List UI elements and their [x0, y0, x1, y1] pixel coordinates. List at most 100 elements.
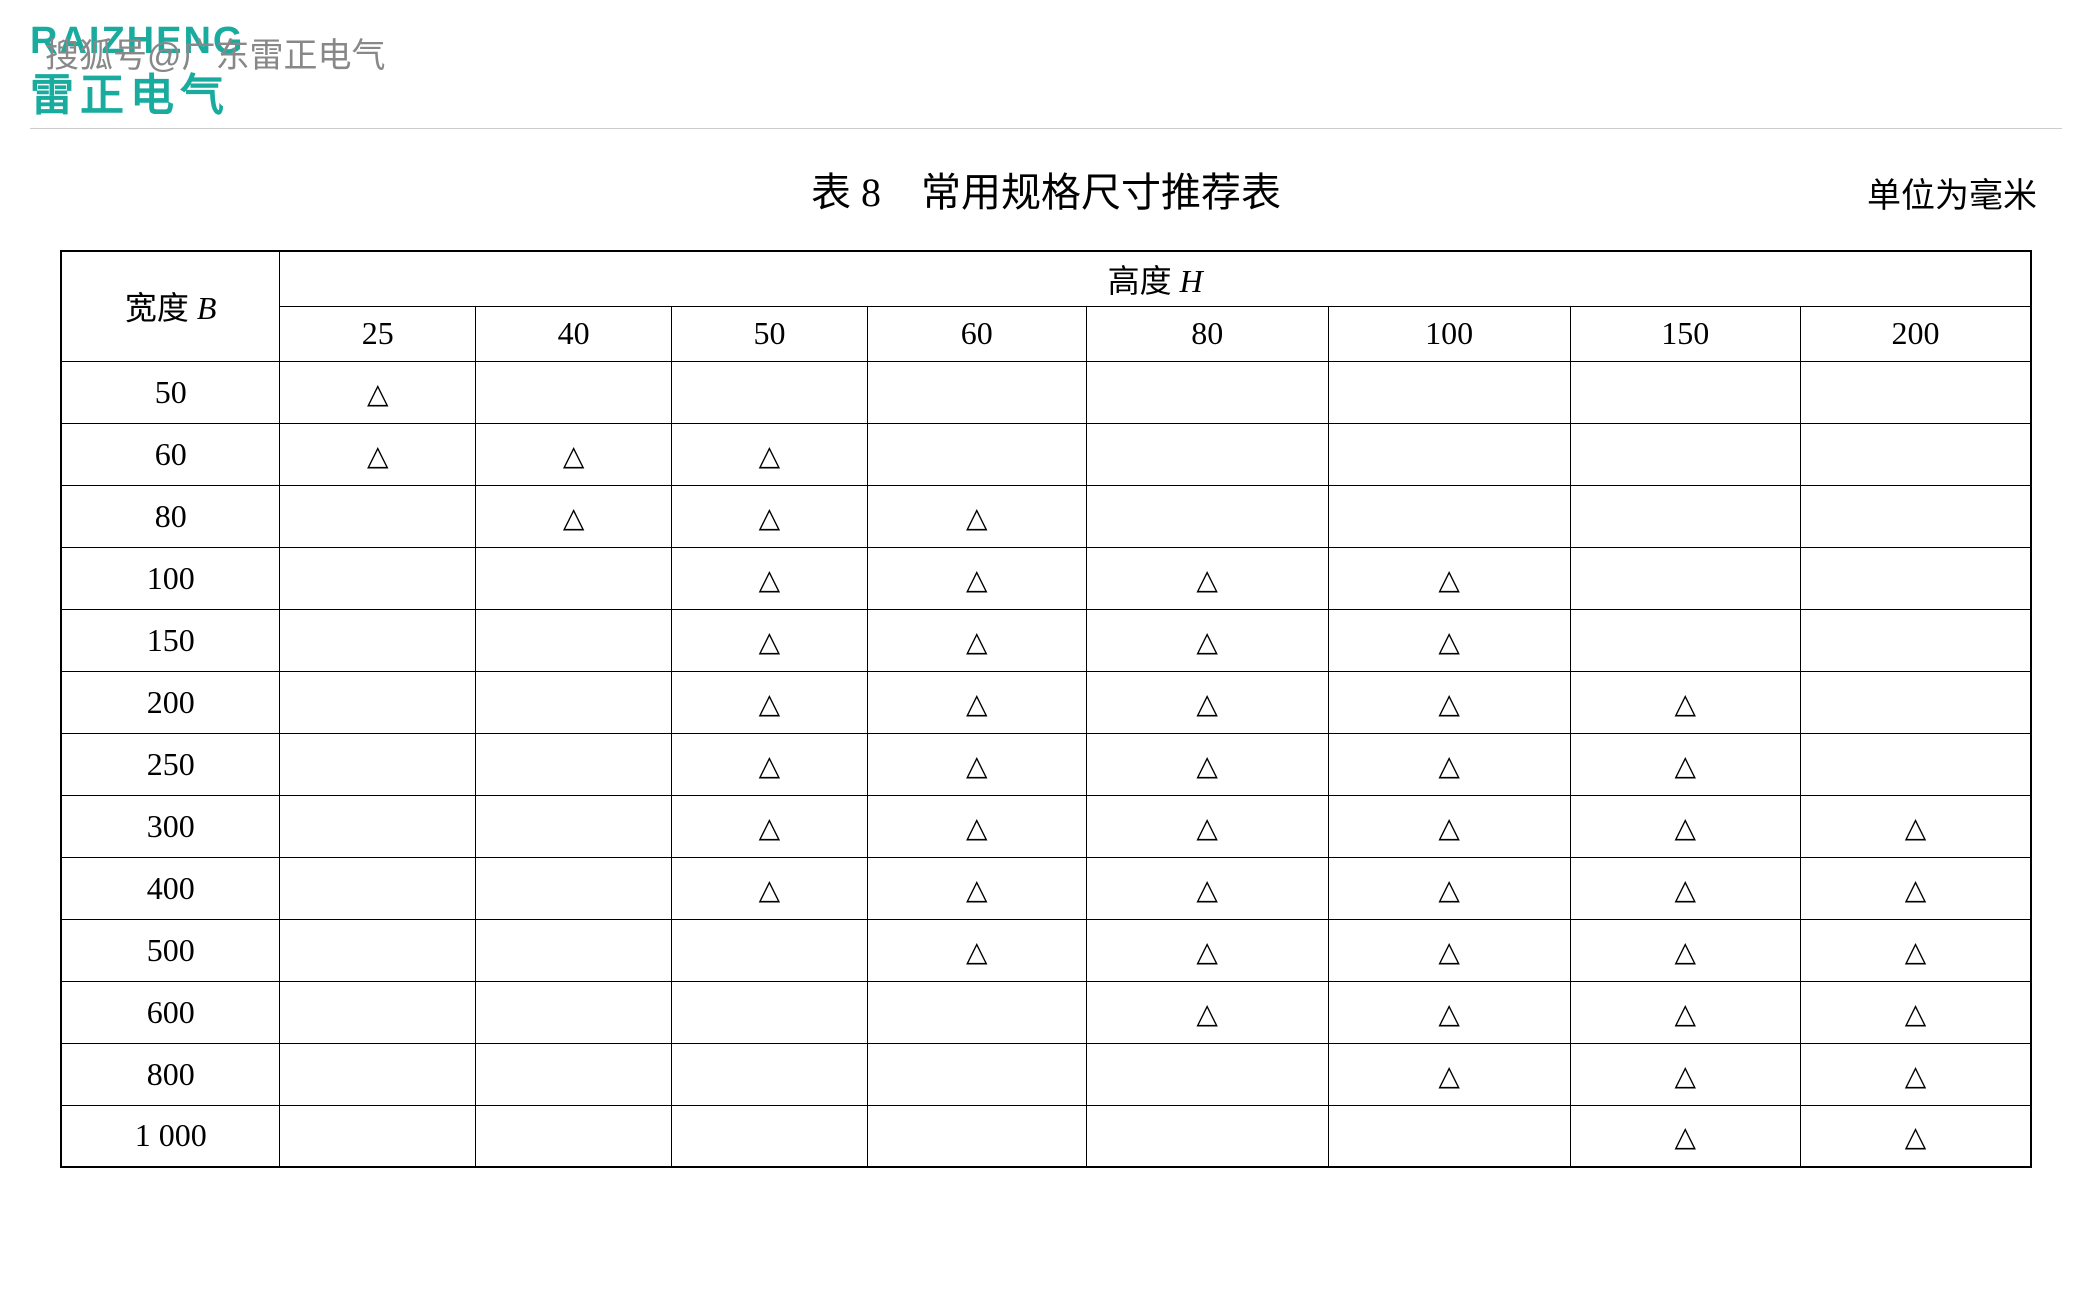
header-row-2: 2540506080100150200	[61, 306, 2031, 361]
triangle-marker: △	[759, 751, 781, 782]
table-body: 50△60△△△80△△△100△△△△150△△△△200△△△△△250△△…	[61, 361, 2031, 1167]
row-header: 400	[61, 857, 280, 919]
data-cell: △	[1328, 919, 1570, 981]
data-cell: △	[1328, 981, 1570, 1043]
data-cell	[280, 795, 476, 857]
triangle-marker: △	[759, 441, 781, 472]
data-cell	[1328, 1105, 1570, 1167]
table-row: 250△△△△△	[61, 733, 2031, 795]
row-header: 100	[61, 547, 280, 609]
triangle-marker: △	[1675, 813, 1697, 844]
data-cell	[867, 423, 1086, 485]
corner-header: 宽度 B	[61, 251, 280, 361]
data-cell	[476, 1043, 672, 1105]
table-row: 150△△△△	[61, 609, 2031, 671]
triangle-marker: △	[1438, 689, 1460, 720]
triangle-marker: △	[563, 441, 585, 472]
data-cell	[280, 857, 476, 919]
header-divider	[30, 128, 2062, 129]
triangle-marker: △	[1675, 1122, 1697, 1153]
table-row: 200△△△△△	[61, 671, 2031, 733]
data-cell	[867, 981, 1086, 1043]
data-cell: △	[1570, 733, 1800, 795]
data-cell: △	[1086, 857, 1328, 919]
triangle-marker: △	[759, 813, 781, 844]
data-cell: △	[1086, 733, 1328, 795]
data-cell: △	[1086, 671, 1328, 733]
data-cell: △	[1570, 671, 1800, 733]
table-row: 300 △ △ △ △ △ △	[61, 795, 2031, 857]
table-row: 60△△△	[61, 423, 2031, 485]
data-cell: △	[1086, 609, 1328, 671]
data-cell	[1570, 609, 1800, 671]
triangle-marker: △	[1675, 689, 1697, 720]
table-row: 50 △	[61, 361, 2031, 423]
triangle-marker: △	[1438, 813, 1460, 844]
triangle-marker: △	[966, 689, 988, 720]
data-cell: △	[1570, 857, 1800, 919]
data-cell	[1800, 671, 2031, 733]
header-row-1: 宽度 B 高度 H	[61, 251, 2031, 306]
table-row: 600△△△△	[61, 981, 2031, 1043]
triangle-marker: △	[1905, 999, 1927, 1030]
triangle-marker: △	[367, 379, 389, 410]
triangle-marker: △	[563, 503, 585, 534]
data-cell: △	[1800, 981, 2031, 1043]
triangle-marker: △	[966, 813, 988, 844]
data-cell	[1800, 423, 2031, 485]
title-row: 表 8 常用规格尺寸推荐表	[0, 160, 2092, 218]
triangle-marker: △	[1675, 1061, 1697, 1092]
col-header: 40	[476, 306, 672, 361]
triangle-marker: △	[1675, 875, 1697, 906]
data-cell: △	[476, 423, 672, 485]
data-cell	[476, 919, 672, 981]
table-container: 宽度 B 高度 H 2540506080100150200 50△60△△△80…	[60, 250, 2032, 1168]
data-cell: △	[672, 609, 868, 671]
row-header: 50	[61, 361, 280, 423]
row-header: 600	[61, 981, 280, 1043]
data-cell: △	[867, 857, 1086, 919]
data-cell: △	[1570, 1105, 1800, 1167]
triangle-marker: △	[1905, 937, 1927, 968]
table-row: 400△△△△△△	[61, 857, 2031, 919]
col-header: 150	[1570, 306, 1800, 361]
col-header: 100	[1328, 306, 1570, 361]
data-cell: △	[1800, 1043, 2031, 1105]
triangle-marker: △	[1438, 627, 1460, 658]
triangle-marker: △	[966, 565, 988, 596]
data-cell	[867, 1043, 1086, 1105]
data-cell	[476, 361, 672, 423]
table-row: 500△△△△△	[61, 919, 2031, 981]
height-var: H	[1180, 263, 1203, 299]
data-cell	[1800, 361, 2031, 423]
table-row: 100 △ △ △ △	[61, 547, 2031, 609]
data-cell: △	[1086, 795, 1328, 857]
data-cell	[1086, 1043, 1328, 1105]
data-cell: △	[1086, 547, 1328, 609]
spec-table: 宽度 B 高度 H 2540506080100150200 50△60△△△80…	[60, 250, 2032, 1168]
data-cell	[476, 671, 672, 733]
data-cell	[1570, 547, 1800, 609]
triangle-marker: △	[759, 565, 781, 596]
row-header: 300	[61, 795, 280, 857]
data-cell	[280, 671, 476, 733]
triangle-marker: △	[1905, 813, 1927, 844]
data-cell	[672, 981, 868, 1043]
data-cell: △	[1328, 547, 1570, 609]
col-header: 80	[1086, 306, 1328, 361]
row-header: 250	[61, 733, 280, 795]
triangle-marker: △	[1438, 565, 1460, 596]
corner-label: 宽度	[125, 290, 189, 326]
data-cell	[1086, 485, 1328, 547]
data-cell: △	[1328, 733, 1570, 795]
data-cell: △	[1328, 671, 1570, 733]
triangle-marker: △	[966, 875, 988, 906]
table-row: 800△△△	[61, 1043, 2031, 1105]
data-cell	[476, 981, 672, 1043]
table-row: 80△△△	[61, 485, 2031, 547]
data-cell	[1800, 609, 2031, 671]
triangle-marker: △	[966, 627, 988, 658]
data-cell	[1086, 1105, 1328, 1167]
data-cell: △	[280, 361, 476, 423]
data-cell	[1328, 423, 1570, 485]
